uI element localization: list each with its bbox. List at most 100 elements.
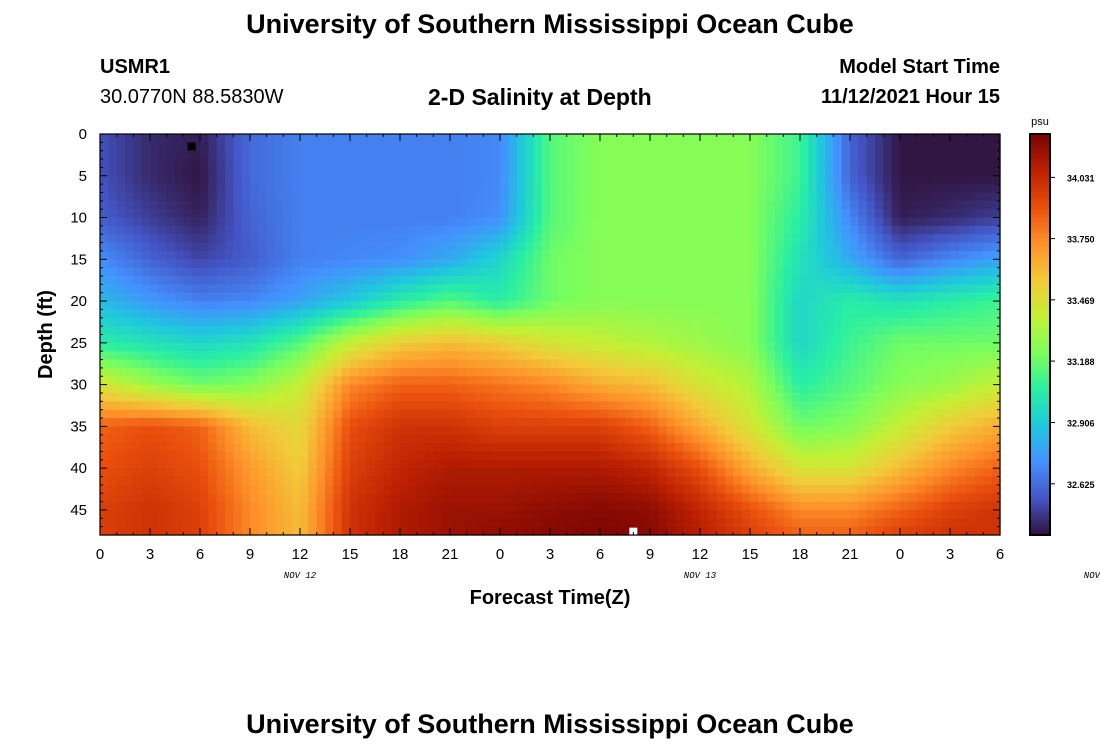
heatmap-cell xyxy=(850,326,859,336)
heatmap-cell xyxy=(625,484,634,494)
heatmap-cell xyxy=(525,443,534,453)
heatmap-cell xyxy=(733,342,743,352)
heatmap-cell xyxy=(891,376,901,386)
heatmap-cell xyxy=(575,342,584,352)
heatmap-cell xyxy=(391,217,401,227)
heatmap-cell xyxy=(391,142,401,152)
heatmap-cell xyxy=(775,367,784,377)
heatmap-cell xyxy=(841,326,851,336)
heatmap-cell xyxy=(283,401,293,411)
heatmap-cell xyxy=(816,317,826,327)
heatmap-cell xyxy=(725,309,734,319)
heatmap-cell xyxy=(300,509,309,519)
heatmap-cell xyxy=(600,426,609,436)
heatmap-cell xyxy=(300,234,309,244)
heatmap-cell xyxy=(450,426,459,436)
heatmap-cell xyxy=(175,501,184,511)
heatmap-cell xyxy=(741,451,751,461)
heatmap-cell xyxy=(983,242,993,252)
heatmap-cell xyxy=(333,359,343,369)
heatmap-cell xyxy=(783,276,793,285)
heatmap-cell xyxy=(783,200,793,210)
heatmap-cell xyxy=(625,401,634,411)
heatmap-cell xyxy=(375,309,384,319)
heatmap-cell xyxy=(666,159,676,169)
heatmap-cell xyxy=(433,334,443,344)
heatmap-cell xyxy=(366,292,376,302)
heatmap-cell xyxy=(191,242,201,252)
heatmap-cell xyxy=(208,392,218,402)
heatmap-cell xyxy=(308,159,318,169)
heatmap-cell xyxy=(900,326,909,336)
heatmap-cell xyxy=(766,317,776,327)
heatmap-cell xyxy=(608,392,618,402)
heatmap-cell xyxy=(875,476,884,486)
heatmap-cell xyxy=(883,476,893,486)
heatmap-cell xyxy=(725,259,734,269)
heatmap-cell xyxy=(491,267,501,277)
heatmap-cell xyxy=(866,242,876,252)
heatmap-cell xyxy=(950,351,959,361)
heatmap-cell xyxy=(991,418,1001,427)
heatmap-cell xyxy=(491,434,501,444)
heatmap-cell xyxy=(741,459,751,469)
heatmap-cell xyxy=(816,392,826,402)
heatmap-cell xyxy=(291,376,301,386)
heatmap-cell xyxy=(400,242,409,252)
heatmap-cell xyxy=(866,225,876,235)
heatmap-cell xyxy=(766,418,776,427)
heatmap-cell xyxy=(841,175,851,185)
heatmap-cell xyxy=(108,468,118,478)
heatmap-cell xyxy=(483,409,493,419)
heatmap-cell xyxy=(950,443,959,453)
heatmap-cell xyxy=(916,150,926,160)
heatmap-cell xyxy=(708,451,718,461)
heatmap-cell xyxy=(625,167,634,177)
heatmap-cell xyxy=(283,367,293,377)
heatmap-cell xyxy=(133,434,143,444)
heatmap-cell xyxy=(125,292,134,302)
heatmap-cell xyxy=(258,359,268,369)
heatmap-cell xyxy=(450,392,459,402)
heatmap-cell xyxy=(366,501,376,511)
heatmap-cell xyxy=(483,434,493,444)
heatmap-cell xyxy=(616,451,626,461)
heatmap-cell xyxy=(783,184,793,194)
heatmap-cell xyxy=(150,317,159,327)
heatmap-cell xyxy=(591,259,601,269)
heatmap-cell xyxy=(291,200,301,210)
heatmap-cell xyxy=(116,284,126,294)
heatmap-cell xyxy=(666,451,676,461)
heatmap-cell xyxy=(716,367,726,377)
heatmap-cell xyxy=(691,184,701,194)
heatmap-cell xyxy=(733,217,743,227)
heatmap-cell xyxy=(600,509,609,519)
heatmap-cell xyxy=(633,259,643,269)
heatmap-cell xyxy=(450,192,459,202)
heatmap-cell xyxy=(633,209,643,219)
heatmap-cell xyxy=(966,284,976,294)
heatmap-cell xyxy=(408,317,418,327)
heatmap-cell xyxy=(950,359,959,369)
heatmap-cell xyxy=(400,267,409,277)
heatmap-cell xyxy=(816,384,826,394)
heatmap-cell xyxy=(258,242,268,252)
heatmap-cell xyxy=(441,342,451,352)
heatmap-cell xyxy=(333,225,343,235)
heatmap-cell xyxy=(683,501,693,511)
heatmap-cell xyxy=(750,426,759,436)
heatmap-cell xyxy=(766,351,776,361)
heatmap-cell xyxy=(158,317,168,327)
heatmap-cell xyxy=(325,434,334,444)
heatmap-cell xyxy=(516,175,526,185)
heatmap-cell xyxy=(183,167,193,177)
heatmap-cell xyxy=(475,167,484,177)
heatmap-cell xyxy=(191,451,201,461)
heatmap-cell xyxy=(658,342,668,352)
heatmap-cell xyxy=(550,184,559,194)
heatmap-cell xyxy=(858,276,868,285)
heatmap-cell xyxy=(833,292,843,302)
heatmap-cell xyxy=(358,242,368,252)
heatmap-cell xyxy=(100,459,109,469)
heatmap-cell xyxy=(525,484,534,494)
